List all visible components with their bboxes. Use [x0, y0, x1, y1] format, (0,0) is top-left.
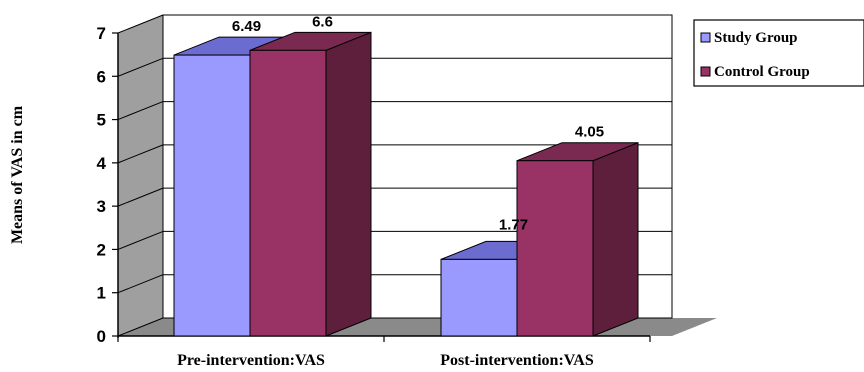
y-tick-label: 4 [97, 154, 107, 173]
legend: Study Group Control Group [693, 19, 864, 87]
y-tick-label: 5 [97, 111, 106, 130]
gridline-side [117, 101, 164, 121]
bar-front [249, 49, 327, 337]
x-tick-label: Post-intervention:VAS [440, 352, 594, 369]
chart-side-wall [118, 15, 163, 336]
gridline-side [117, 230, 164, 250]
x-tick-label: Pre-intervention:VAS [177, 352, 325, 369]
y-tick-label: 3 [97, 197, 106, 216]
y-tick-label: 2 [97, 240, 106, 259]
y-tick-label: 6 [97, 67, 106, 86]
data-label: 4.05 [575, 124, 604, 141]
gridline-side [117, 144, 164, 164]
legend-swatch-study [700, 32, 711, 43]
gridline-side [117, 274, 164, 294]
legend-label-study: Study Group [714, 30, 798, 46]
data-label: 1.77 [499, 216, 528, 233]
bar-control-pre [249, 31, 372, 337]
data-label: 6.6 [312, 13, 333, 30]
data-label: 6.49 [232, 18, 261, 35]
bar-side [325, 31, 372, 337]
legend-label-control: Control Group [714, 64, 810, 80]
y-tick-label: 1 [97, 284, 106, 303]
bar-side [592, 141, 639, 337]
legend-swatch-control [700, 66, 711, 77]
gridline-side [117, 14, 164, 34]
legend-box [693, 19, 864, 87]
bar-front [516, 160, 594, 337]
bar-control-post [516, 141, 639, 337]
gridline-side [117, 317, 164, 337]
bar-front [173, 54, 251, 337]
gridline-side [117, 57, 164, 77]
y-tick-label: 7 [97, 24, 106, 43]
bars [173, 31, 639, 337]
gridline-side [117, 187, 164, 207]
y-tick-label: 0 [97, 327, 106, 346]
x-axis-labels: Pre-intervention:VAS Post-intervention:VA… [177, 352, 594, 369]
y-axis-title: Means of VAS in cm [9, 105, 26, 244]
value-labels: 6.49 6.6 1.77 4.05 [232, 13, 604, 233]
y-axis-ticks: 0 1 2 3 4 5 6 7 [97, 24, 651, 346]
bar-front [440, 258, 518, 337]
